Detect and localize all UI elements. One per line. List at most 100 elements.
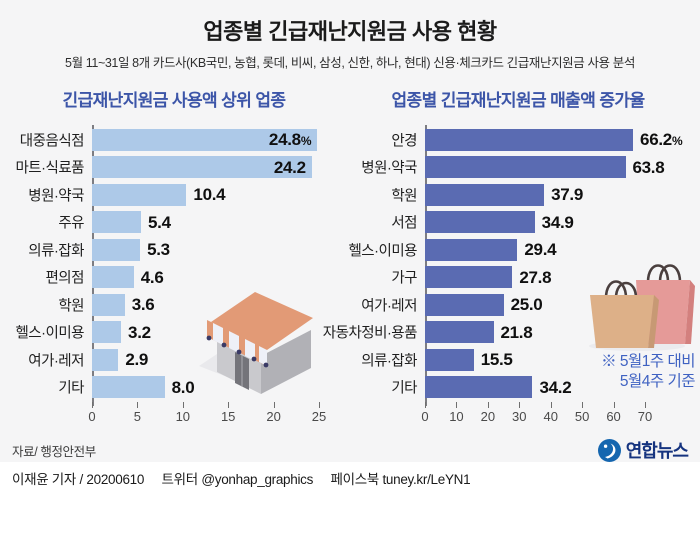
category-label-cell: 여가·레저 [8,346,92,374]
bar [92,183,187,206]
bar [425,293,504,316]
value-label: 10.4 [193,185,226,204]
chart-row: 여가·레저 2.9 [8,346,340,374]
category-label-cell: 학원 [8,291,92,319]
x-axis-tick-label: 5 [133,409,142,424]
bar [425,128,634,151]
value-label: 24.2 [273,157,306,177]
chart-row: 기타 34.2 [340,374,696,402]
category-label: 학원 [391,188,417,205]
category-label-cell: 가구 [340,264,425,292]
yonhap-logo-icon [597,438,622,463]
bar-area: 5.4 [92,209,340,237]
bar [92,211,142,234]
category-label-cell: 서점 [340,209,425,237]
x-axis-tick-label: 20 [480,409,496,424]
category-label: 기타 [391,380,417,397]
bar [92,238,141,261]
chart-sales-growth: 업종별 긴급재난지원금 매출액 증가율 안경 66.2% 병원·약국 63.8 학원 37… [323,88,696,425]
x-axis-tick-label: 70 [637,409,653,424]
category-label-cell: 의류·잡화 [340,346,425,374]
chart-row: 헬스·이미용 29.4 [340,236,696,264]
chart-title-right: 업종별 긴급재난지원금 매출액 증가율 [391,91,645,110]
bar [425,238,518,261]
chart-axis-right: 0 10 20 30 40 50 60 70 [340,401,696,425]
shopping-bags-illustration-icon [582,250,698,357]
bar-area: 10.4 [92,181,340,209]
x-axis-tick [519,402,521,408]
category-label: 의류·잡화 [361,353,417,370]
x-axis-tick [137,402,139,408]
bar-area: 34.9 [425,209,696,237]
x-axis-tick [425,402,426,408]
x-axis-tick-label: 60 [606,409,621,424]
bar-area: 24.8% [92,126,340,154]
x-axis-tick [228,402,230,408]
chart-row: 편의점 4.6 [8,264,340,292]
x-axis-tick [645,402,646,408]
category-label: 병원·약국 [361,160,417,177]
chart-rows-right: 안경 66.2% 병원·약국 63.8 학원 37.9 서점 34.9 헬스·이미용 29.4 가구… [323,125,696,406]
bar-area: 3.2 [92,319,340,347]
category-label: 대중음식점 [19,133,85,150]
bar-area: 21.8 [425,319,696,347]
category-label: 안경 [391,133,417,150]
category-label-cell: 헬스·이미용 [340,236,425,264]
category-label: 주유 [58,215,84,232]
chart-row: 대중음식점 24.8% [8,126,340,154]
x-axis-tick-label: 10 [449,409,464,424]
category-label-cell: 자동차정비·용품 [323,319,425,347]
bar [92,348,119,371]
x-axis-tick [273,402,275,408]
category-label-cell: 여가·레저 [340,291,425,319]
category-label: 병원·약국 [28,188,84,205]
category-label: 여가·레저 [28,353,84,370]
x-axis-tick [487,402,489,408]
category-label: 헬스·이미용 [15,325,84,342]
value-label: 8.0 [171,377,195,397]
category-label: 자동차정비·용품 [322,325,418,342]
bar-area: 63.8 [425,154,696,182]
bar [425,348,474,371]
bar [92,156,312,179]
x-axis-tick-label: 15 [220,409,236,424]
page-title: 업종별 긴급재난지원금 사용 현황 [203,19,497,44]
x-axis-tick [582,402,584,408]
x-axis-tick [182,402,184,408]
value-label: 37.9 [551,185,583,204]
chart-row: 의류·잡화 5.3 [8,236,340,264]
bar-area: 8.0 [92,374,340,402]
chart-row: 기타 8.0 [8,374,340,402]
category-label-cell: 주유 [8,209,92,237]
bar-area: 29.4 [425,236,696,264]
y-axis-line [425,125,427,406]
bar [425,266,513,289]
store-illustration-icon [193,270,331,403]
value-label: 3.2 [128,322,151,342]
category-label: 서점 [391,215,417,232]
x-axis-tick-label: 10 [175,409,191,424]
data-source: 자료/ 행정안전부 [12,445,96,459]
x-axis-tick [319,402,320,408]
category-label-cell: 헬스·이미용 [8,319,92,347]
category-label-cell: 병원·약국 [340,154,425,182]
yonhap-logo-text: 연합뉴스 [625,441,689,461]
x-axis-tick [92,402,93,408]
category-label-cell: 의류·잡화 [8,236,92,264]
bar-area: 27.8 [425,264,696,292]
x-axis-tick [613,402,615,408]
chart-usage-top-industries: 긴급재난지원금 사용액 상위 업종 대중음식점 24.8% 마트·식료품 24.2 병원… [8,88,340,425]
bar-area: 5.3 [92,236,340,264]
category-label-cell: 안경 [340,126,425,154]
bar [425,156,626,179]
category-label-cell: 기타 [340,374,425,402]
value-label: 3.6 [131,295,155,314]
bar [425,211,535,234]
x-axis-tick [550,402,552,408]
bar-area: 2.9 [92,346,340,374]
value-label: 2.9 [125,350,149,369]
chart-row: 병원·약국 63.8 [340,154,696,182]
chart-row: 여가·레저 25.0 [340,291,696,319]
x-axis-tick-label: 0 [88,409,96,424]
